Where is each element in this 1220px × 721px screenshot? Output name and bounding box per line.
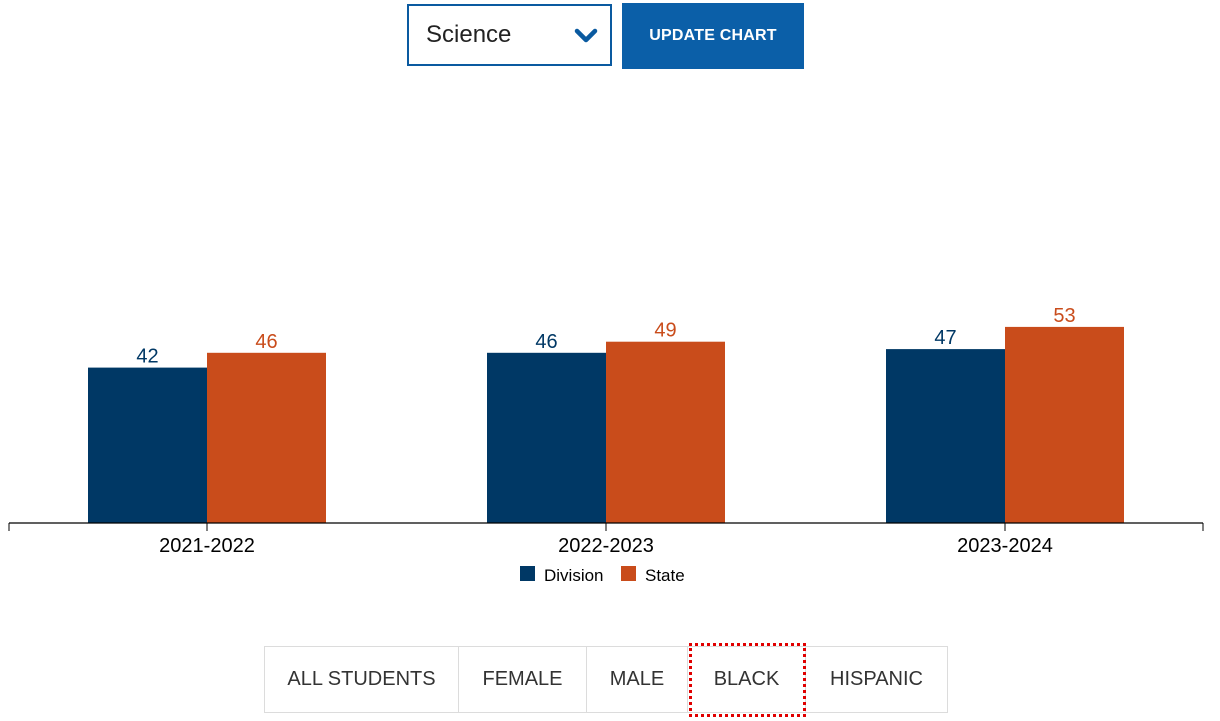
tab-label: FEMALE xyxy=(482,668,563,690)
bar-division xyxy=(487,352,606,523)
x-tick-label: 2023-2024 xyxy=(957,535,1053,557)
legend-label-state: State xyxy=(645,566,685,585)
bar-chart: 42 46 2021-2022 46 49 2022-2023 47 53 2023-2024 D… xyxy=(8,305,1204,585)
bar-state xyxy=(207,352,326,523)
tab-label: BLACK xyxy=(713,668,780,690)
x-tick-label: 2021-2022 xyxy=(159,535,255,557)
legend-label-division: Division xyxy=(544,566,604,585)
subject-select[interactable]: Science xyxy=(407,4,612,66)
legend-swatch-division xyxy=(520,566,535,581)
bar-state xyxy=(1005,326,1124,523)
tab-label: MALE xyxy=(609,668,665,690)
tab-label: ALL STUDENTS xyxy=(287,668,436,690)
data-label: 47 xyxy=(934,327,956,349)
tab-hispanic[interactable]: HISPANIC xyxy=(806,647,947,712)
student-group-tabs: ALL STUDENTS FEMALE MALE BLACK HISPANIC xyxy=(264,643,948,717)
data-label: 42 xyxy=(136,346,158,368)
x-tick-label: 2022-2023 xyxy=(558,535,654,557)
chevron-down-icon xyxy=(574,28,598,43)
data-label: 46 xyxy=(255,331,277,353)
update-chart-button[interactable]: UPDATE CHART xyxy=(622,3,804,69)
bar-state xyxy=(606,341,725,523)
tab-male[interactable]: MALE xyxy=(587,647,688,712)
bar-division xyxy=(886,349,1005,523)
legend-swatch-state xyxy=(621,566,636,581)
tab-female[interactable]: FEMALE xyxy=(459,647,587,712)
data-label: 46 xyxy=(535,331,557,353)
subject-select-value: Science xyxy=(426,21,512,48)
tab-black[interactable]: BLACK xyxy=(688,643,806,717)
bar-division xyxy=(88,367,207,523)
tab-label: HISPANIC xyxy=(830,668,923,690)
tab-all-students[interactable]: ALL STUDENTS xyxy=(265,647,459,712)
data-label: 53 xyxy=(1053,305,1075,327)
data-label: 49 xyxy=(654,320,676,342)
